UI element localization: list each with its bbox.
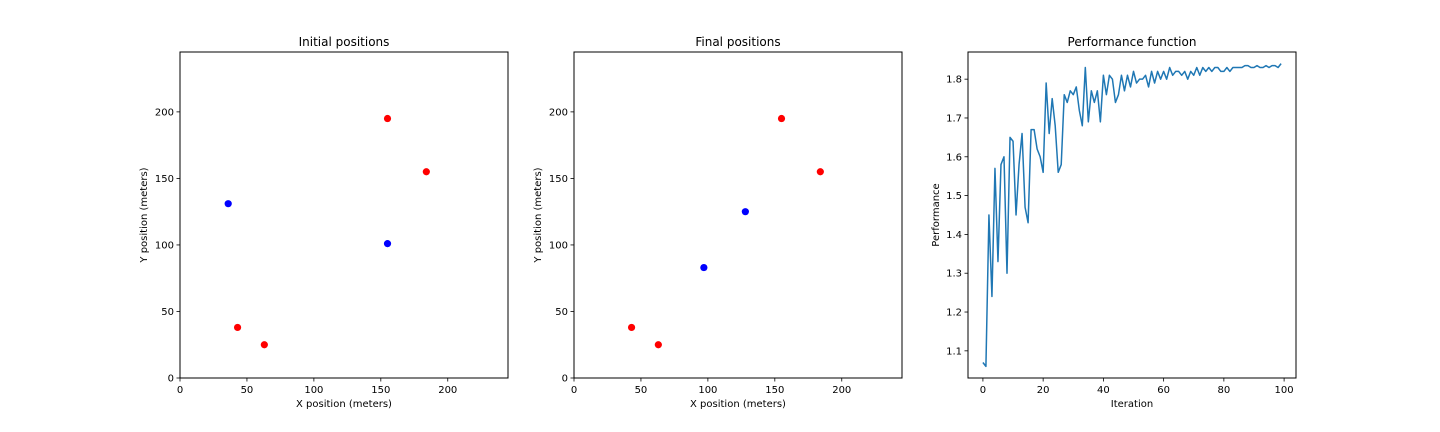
scatter-point	[654, 341, 662, 349]
axes-frame	[573, 51, 903, 379]
chart-title: Performance function	[1068, 35, 1197, 49]
y-tick-label: 100	[549, 240, 568, 251]
panel-performance-function: Performance function Iteration Performan…	[931, 35, 1297, 410]
panel-initial-positions: Initial positions X position (meters) Y …	[139, 35, 509, 410]
axes-frame	[179, 51, 509, 379]
x-tick-label: 150	[765, 385, 784, 396]
marks-group	[627, 114, 824, 349]
y-axis-label: Y position (meters)	[533, 167, 544, 263]
y-tick-label: 50	[555, 307, 568, 318]
y-tick-label: 1.7	[946, 113, 962, 124]
y-tick-label: 150	[155, 174, 174, 185]
x-tick-label: 80	[1217, 385, 1230, 396]
y-tick-label: 1.8	[946, 75, 962, 86]
scatter-point	[383, 240, 392, 248]
scatter-point	[233, 323, 242, 332]
x-tick-label: 200	[438, 385, 457, 396]
scatter-point	[224, 200, 232, 208]
y-tick-label: 1.6	[946, 152, 962, 163]
tick-group: 0 20 40 60 80 100 1.1 1.2 1.3 1.4 1.5 1.6 1.7 1.8	[946, 75, 1294, 396]
y-tick-label: 150	[549, 174, 568, 185]
x-tick-label: 40	[1097, 385, 1110, 396]
x-tick-label: 60	[1157, 385, 1170, 396]
y-tick-label: 0	[562, 374, 568, 385]
x-axis-label: X position (meters)	[296, 399, 392, 410]
x-tick-label: 0	[980, 385, 986, 396]
scatter-point	[627, 323, 636, 332]
series-line	[982, 63, 1282, 368]
y-tick-label: 1.1	[946, 346, 962, 357]
y-tick-label: 200	[549, 107, 568, 118]
x-tick-label: 100	[1275, 385, 1294, 396]
x-tick-label: 150	[371, 385, 390, 396]
x-tick-label: 20	[1037, 385, 1050, 396]
y-tick-label: 200	[155, 107, 174, 118]
scatter-point	[422, 168, 430, 176]
x-tick-label: 200	[832, 385, 851, 396]
y-tick-label: 1.5	[946, 191, 962, 202]
y-tick-label: 1.4	[946, 230, 962, 241]
x-tick-label: 100	[698, 385, 717, 396]
scatter-point	[383, 114, 392, 123]
x-tick-label: 50	[635, 385, 648, 396]
scatter-point	[741, 208, 749, 216]
y-tick-label: 0	[168, 374, 174, 385]
y-tick-label: 100	[155, 240, 174, 251]
scatter-point	[260, 341, 268, 349]
scatter-point	[777, 114, 786, 123]
x-tick-label: 0	[571, 385, 577, 396]
marks-group	[982, 63, 1282, 368]
tick-group: 0 50 100 150 200 0 50 100 150 200	[549, 107, 851, 396]
scatter-point	[700, 263, 708, 272]
chart-title: Initial positions	[299, 35, 390, 49]
chart-title: Final positions	[695, 35, 780, 49]
y-tick-label: 1.2	[946, 308, 962, 319]
x-tick-label: 100	[304, 385, 323, 396]
scatter-point	[816, 168, 824, 176]
y-tick-label: 50	[161, 307, 174, 318]
y-axis-label: Performance	[931, 183, 942, 246]
x-tick-label: 0	[177, 385, 183, 396]
x-tick-label: 50	[241, 385, 254, 396]
panel-final-positions: Final positions X position (meters) Y po…	[533, 35, 903, 410]
x-axis-label: X position (meters)	[690, 399, 786, 410]
y-axis-label: Y position (meters)	[139, 167, 150, 263]
axes-frame	[967, 51, 1297, 379]
marks-group	[224, 114, 430, 349]
tick-group: 0 50 100 150 200 0 50 100 150 200	[155, 107, 457, 396]
x-axis-label: Iteration	[1111, 399, 1153, 410]
y-tick-label: 1.3	[946, 269, 962, 280]
